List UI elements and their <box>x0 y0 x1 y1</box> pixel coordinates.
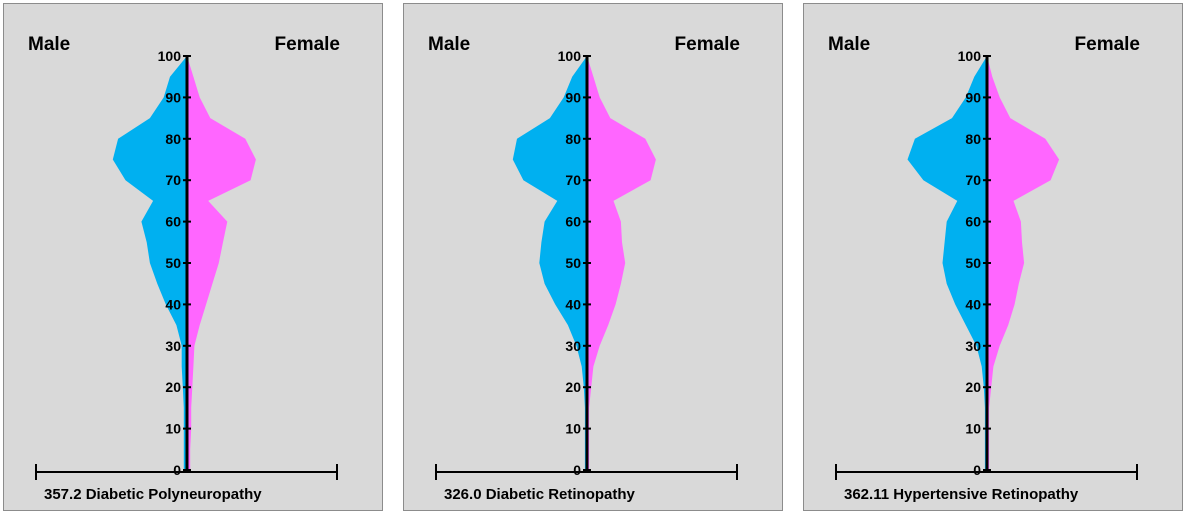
female-area <box>587 56 656 470</box>
y-tick-label: 40 <box>565 296 581 312</box>
y-tick-label: 90 <box>165 89 181 105</box>
male-label: Male <box>428 34 471 55</box>
y-tick-label: 100 <box>158 48 182 64</box>
y-tick-label: 50 <box>165 255 181 271</box>
female-label: Female <box>274 34 340 55</box>
male-area <box>512 56 587 470</box>
y-tick-label: 30 <box>165 338 181 354</box>
male-label: Male <box>28 34 71 55</box>
y-tick-label: 10 <box>565 421 581 437</box>
y-tick-label: 90 <box>565 89 581 105</box>
y-tick-label: 0 <box>173 462 181 478</box>
chart-panel-3: Male Female 0 10 20 30 40 50 60 70 80 90 100 362.1… <box>803 3 1183 511</box>
chart-title: 326.0 Diabetic Retinopathy <box>444 486 635 503</box>
chart-panel-1: Male Female 0 10 20 30 40 50 60 70 80 90 100 357.2… <box>3 3 383 511</box>
female-area <box>987 56 1060 470</box>
y-tick-label: 20 <box>165 379 181 395</box>
female-label: Female <box>1074 34 1140 55</box>
y-tick-label: 0 <box>573 462 581 478</box>
y-tick-label: 30 <box>965 338 981 354</box>
y-tick-label: 0 <box>973 462 981 478</box>
female-label: Female <box>674 34 740 55</box>
y-tick-label: 50 <box>965 255 981 271</box>
pyramid-chart: 0 10 20 30 40 50 60 70 80 90 100 <box>35 48 338 480</box>
female-area <box>187 56 256 470</box>
chart-panel-2: Male Female 0 10 20 30 40 50 60 70 80 90 100 326.0… <box>403 3 783 511</box>
pyramid-chart: 0 10 20 30 40 50 60 70 80 90 100 <box>435 48 738 480</box>
y-tick-label: 50 <box>565 255 581 271</box>
y-tick-label: 60 <box>565 214 581 230</box>
chart-title: 362.11 Hypertensive Retinopathy <box>844 486 1079 503</box>
y-tick-label: 90 <box>965 89 981 105</box>
pyramid-chart: 0 10 20 30 40 50 60 70 80 90 100 <box>835 48 1138 480</box>
y-tick-label: 70 <box>965 172 981 188</box>
y-tick-label: 80 <box>565 131 581 147</box>
y-tick-label: 100 <box>558 48 582 64</box>
y-tick-label: 100 <box>958 48 982 64</box>
male-area <box>907 56 987 470</box>
chart-title: 357.2 Diabetic Polyneuropathy <box>44 486 262 503</box>
y-tick-label: 60 <box>165 214 181 230</box>
y-tick-label: 20 <box>965 379 981 395</box>
y-tick-label: 80 <box>965 131 981 147</box>
y-tick-label: 30 <box>565 338 581 354</box>
y-tick-label: 70 <box>565 172 581 188</box>
y-tick-label: 80 <box>165 131 181 147</box>
y-tick-label: 10 <box>165 421 181 437</box>
male-label: Male <box>828 34 871 55</box>
y-tick-label: 10 <box>965 421 981 437</box>
y-tick-label: 60 <box>965 214 981 230</box>
y-tick-label: 20 <box>565 379 581 395</box>
y-tick-label: 70 <box>165 172 181 188</box>
male-area <box>112 56 187 470</box>
y-tick-label: 40 <box>165 296 181 312</box>
y-tick-label: 40 <box>965 296 981 312</box>
